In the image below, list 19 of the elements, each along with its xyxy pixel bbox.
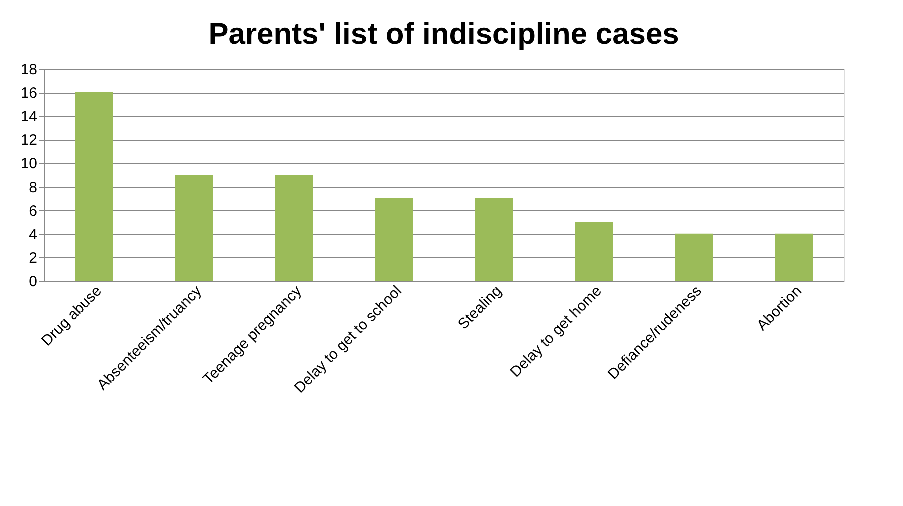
- bar: [375, 198, 413, 281]
- y-tick-label: 16: [20, 85, 38, 102]
- bar: [75, 92, 113, 281]
- bar: [675, 234, 713, 281]
- y-tick-label: 4: [29, 226, 38, 244]
- bar: [275, 175, 313, 281]
- chart-title: Parents' list of indiscipline cases: [208, 18, 680, 51]
- bar: [175, 175, 213, 281]
- y-tick-label: 10: [20, 156, 38, 173]
- y-tick-label: 18: [20, 62, 38, 78]
- y-tick-label: 0: [29, 274, 38, 290]
- bar: [775, 234, 813, 281]
- y-tick-label: 8: [29, 179, 38, 196]
- y-tick-label: 6: [29, 202, 38, 220]
- bar: [475, 198, 513, 281]
- y-tick-label: 14: [20, 108, 38, 126]
- bar: [575, 222, 613, 281]
- y-tick-label: 2: [29, 250, 38, 267]
- y-tick-label: 12: [20, 132, 38, 150]
